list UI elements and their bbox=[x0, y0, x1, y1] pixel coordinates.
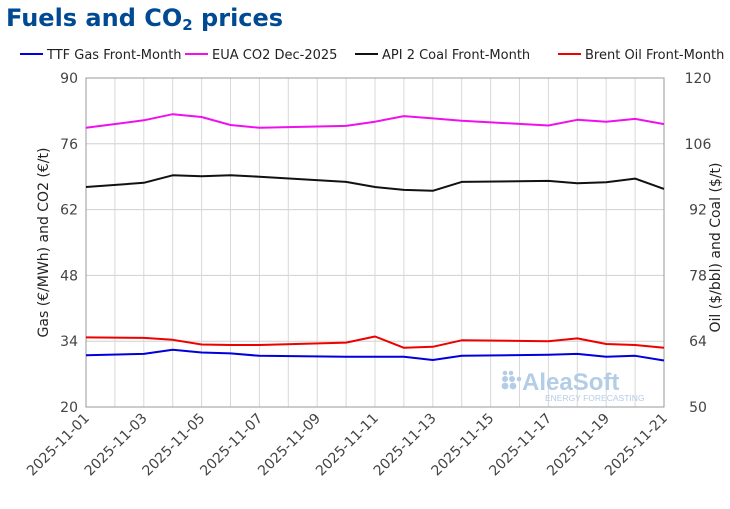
chart-title: Fuels and CO2 prices bbox=[6, 4, 284, 34]
series-line-api-2-coal-front-month bbox=[85, 174, 665, 192]
left-tick-label: 20 bbox=[60, 400, 78, 416]
legend-label: EUA CO2 Dec-2025 bbox=[212, 48, 337, 63]
logo-dot bbox=[509, 376, 515, 382]
x-tick-label: 2025-11-21 bbox=[602, 411, 671, 480]
right-tick-label: 64 bbox=[689, 334, 707, 350]
logo-dot bbox=[508, 370, 514, 376]
right-tick-label: 50 bbox=[689, 400, 707, 416]
logo-dot bbox=[502, 370, 508, 376]
series-layer bbox=[85, 113, 665, 362]
left-tick-label: 90 bbox=[60, 71, 78, 87]
legend-item-ttf-gas-front-month: TTF Gas Front-Month bbox=[20, 48, 182, 63]
right-tick-label: 120 bbox=[685, 71, 712, 87]
left-tick-label: 34 bbox=[60, 334, 78, 350]
legend-label: Brent Oil Front-Month bbox=[585, 48, 724, 63]
logo-dot bbox=[501, 382, 509, 390]
series-line-ttf-gas-front-month bbox=[85, 348, 665, 362]
right-tick-label: 106 bbox=[685, 137, 712, 153]
right-axis-label: Oil ($/bbl) and Coal ($/t) bbox=[708, 163, 724, 333]
logo-dot bbox=[502, 376, 508, 382]
legend-label: API 2 Coal Front-Month bbox=[382, 48, 530, 63]
legend-item-eua-co2-dec-2025: EUA CO2 Dec-2025 bbox=[185, 48, 337, 63]
logo-dot bbox=[516, 376, 522, 382]
left-axis-label: Gas (€/MWh) and CO2 (€/t) bbox=[36, 148, 52, 338]
legend-label: TTF Gas Front-Month bbox=[46, 48, 182, 63]
chart-legend: TTF Gas Front-Month EUA CO2 Dec-2025 API 2… bbox=[20, 48, 724, 63]
left-tick-label: 48 bbox=[60, 268, 78, 284]
right-tick-label: 92 bbox=[689, 203, 707, 219]
left-axis-ticks: 20 34 48 62 76 90 bbox=[60, 71, 78, 416]
x-axis-ticks: 2025-11-012025-11-032025-11-052025-11-07… bbox=[24, 411, 671, 480]
series-line-brent-oil-front-month bbox=[85, 335, 665, 349]
watermark-tagline: ENERGY FORECASTING bbox=[545, 393, 645, 403]
plot-area bbox=[85, 77, 665, 408]
logo-dot bbox=[509, 382, 517, 390]
legend-item-brent-oil-front-month: Brent Oil Front-Month bbox=[558, 48, 724, 63]
left-tick-label: 62 bbox=[60, 203, 78, 219]
watermark-name: AleaSoft bbox=[522, 369, 619, 396]
right-tick-label: 78 bbox=[689, 268, 707, 284]
left-tick-label: 76 bbox=[60, 137, 78, 153]
legend-item-api-2-coal-front-month: API 2 Coal Front-Month bbox=[355, 48, 530, 63]
series-line-eua-co2-dec-2025 bbox=[85, 113, 665, 129]
right-axis-ticks: 50 64 78 92 106 120 bbox=[685, 71, 712, 416]
